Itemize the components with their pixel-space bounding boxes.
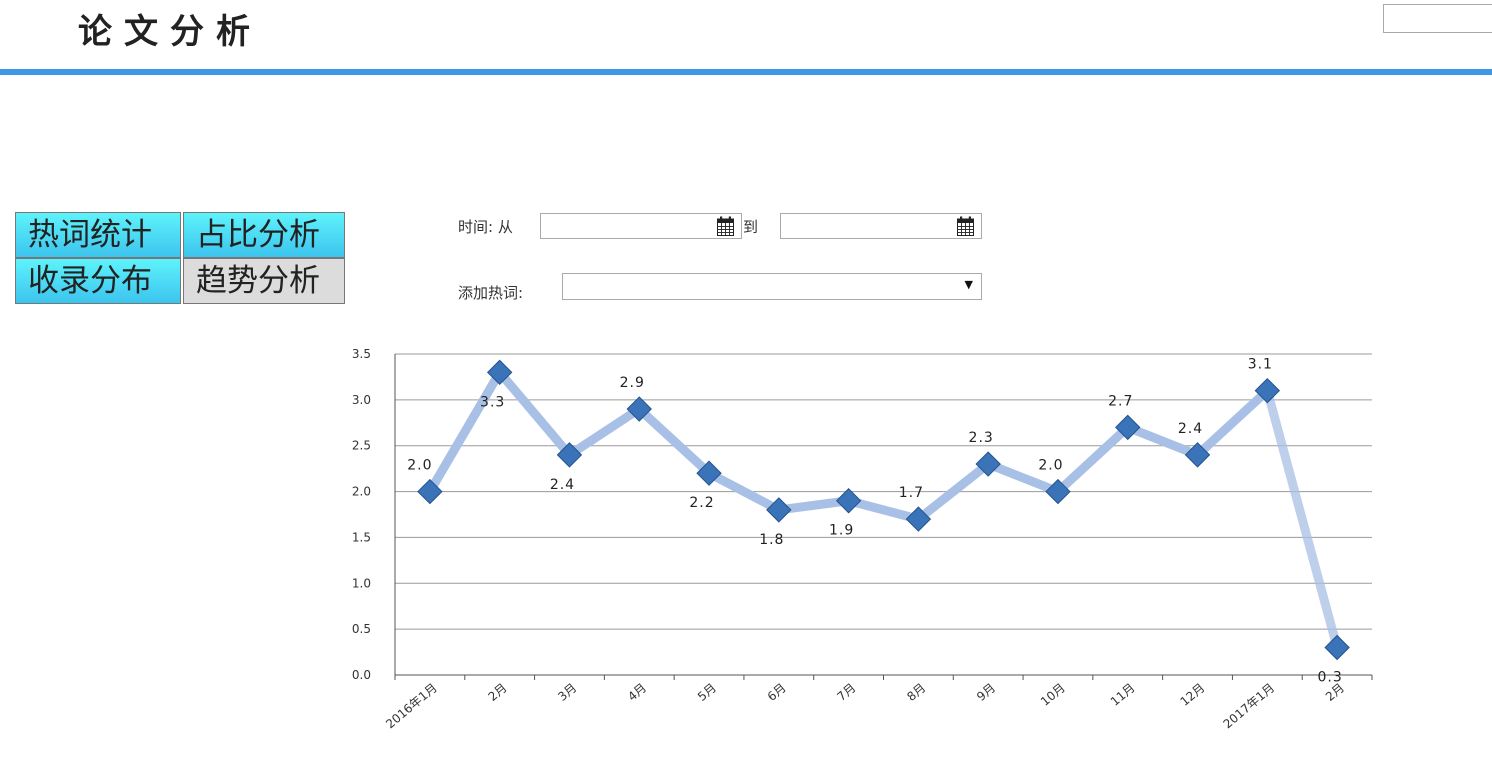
series-line-segment — [634, 404, 714, 478]
data-label: 3.1 — [1248, 357, 1273, 373]
hotword-select[interactable]: ▼ — [562, 273, 982, 300]
series-line-segment — [704, 468, 784, 515]
x-tick-label: 2017年1月 — [1221, 681, 1278, 732]
data-point-marker — [1324, 634, 1350, 661]
data-label: 1.9 — [829, 523, 854, 539]
nav-inclusion-distribution-button[interactable]: 收录分布 — [15, 258, 181, 304]
data-point-marker — [417, 478, 443, 505]
hotword-label: 添加热词: — [458, 284, 524, 302]
data-label: 2.4 — [550, 477, 575, 493]
date-from-input[interactable] — [540, 213, 742, 239]
data-point-marker — [766, 497, 792, 523]
analysis-nav: 热词统计 占比分析 收录分布 趋势分析 — [15, 212, 345, 304]
series-line-segment — [425, 367, 505, 497]
data-label: 2.9 — [620, 375, 645, 391]
nav-trend-analysis-button[interactable]: 趋势分析 — [183, 258, 345, 304]
y-tick-label: 0.0 — [352, 668, 371, 682]
data-point-marker — [835, 488, 862, 514]
header-divider — [0, 69, 1492, 75]
y-tick-label: 3.5 — [352, 347, 371, 361]
x-tick-label: 11月 — [1108, 681, 1138, 709]
x-tick-label: 10月 — [1038, 681, 1068, 709]
x-tick-label: 6月 — [765, 681, 789, 704]
trend-line-chart: 0.0 0.5 1.0 1.5 2.0 2.5 3.0 3.5 2016年1月 2月 3月 4月 5月 6… — [352, 347, 1373, 732]
time-to-label: 到 — [743, 218, 759, 236]
series-line-segment — [983, 459, 1063, 497]
x-tick-label: 3月 — [555, 681, 579, 704]
data-point-marker — [626, 396, 652, 422]
data-point-marker — [1045, 478, 1071, 505]
data-label: 0.3 — [1317, 669, 1342, 685]
data-point-marker — [905, 506, 932, 532]
data-label: 2.4 — [1178, 421, 1203, 437]
y-tick-label: 2.5 — [352, 439, 371, 453]
y-tick-label: 2.0 — [352, 485, 371, 499]
x-tick-label: 12月 — [1178, 681, 1208, 709]
series-line-segment — [1123, 422, 1203, 460]
calendar-icon[interactable] — [717, 216, 734, 236]
y-tick-label: 1.5 — [352, 530, 371, 544]
x-tick-label: 9月 — [974, 681, 998, 704]
series-line-segment — [495, 367, 574, 460]
series-line-segment — [1262, 386, 1342, 652]
nav-hotword-stats-button[interactable]: 热词统计 — [15, 212, 181, 258]
data-point-marker — [1115, 414, 1141, 441]
time-from-label: 时间: 从 — [458, 218, 513, 236]
series-line-segment — [844, 496, 923, 524]
data-point-marker — [1184, 442, 1211, 468]
x-tick-label: 2月 — [486, 681, 510, 704]
x-tick-label: 2016年1月 — [383, 681, 440, 732]
y-tick-label: 3.0 — [352, 393, 371, 407]
data-point-marker — [556, 442, 583, 468]
series-line-segment — [1053, 422, 1133, 497]
data-label: 2.2 — [689, 495, 714, 511]
data-label: 3.3 — [480, 394, 505, 410]
data-point-marker — [696, 460, 722, 486]
data-label: 1.8 — [759, 532, 784, 548]
page-title: 论文分析 — [78, 12, 262, 52]
x-tick-label: 5月 — [695, 681, 719, 704]
series-line-segment — [913, 459, 993, 524]
data-label: 2.0 — [407, 458, 432, 474]
series-line-segment — [1193, 386, 1272, 460]
x-tick-label: 7月 — [834, 681, 858, 704]
y-tick-label: 0.5 — [352, 622, 371, 636]
nav-proportion-analysis-button[interactable]: 占比分析 — [183, 212, 345, 258]
date-to-input[interactable] — [780, 213, 982, 239]
series-line-segment — [774, 496, 854, 515]
dropdown-arrow-icon[interactable]: ▼ — [964, 278, 973, 291]
data-label: 2.3 — [969, 430, 994, 446]
x-tick-label: 4月 — [625, 681, 649, 704]
data-point-marker — [1254, 377, 1281, 404]
x-tick-label: 8月 — [904, 681, 928, 704]
data-label: 2.0 — [1038, 458, 1063, 474]
data-label: 1.7 — [899, 485, 924, 501]
data-point-marker — [486, 359, 513, 386]
series-line-segment — [564, 404, 644, 460]
data-point-marker — [975, 451, 1001, 477]
y-tick-label: 1.0 — [352, 576, 371, 590]
calendar-icon[interactable] — [957, 216, 974, 236]
data-label: 2.7 — [1108, 393, 1133, 409]
top-search-input[interactable] — [1383, 4, 1492, 33]
